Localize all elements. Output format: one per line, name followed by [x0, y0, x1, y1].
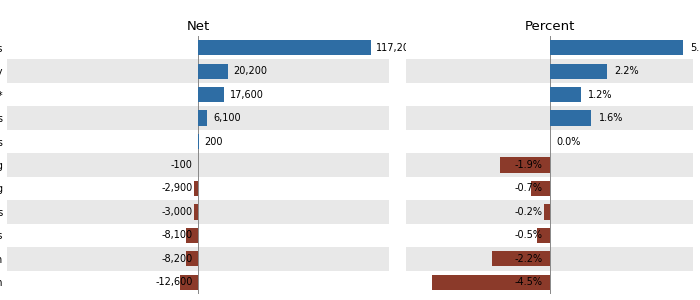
Bar	[406, 247, 693, 271]
Bar	[7, 271, 389, 294]
Bar	[198, 87, 224, 102]
Bar	[492, 251, 550, 266]
Bar	[406, 106, 693, 130]
Text: 117,200: 117,200	[377, 43, 416, 53]
Bar	[194, 181, 198, 196]
Text: -4.5%: -4.5%	[514, 277, 542, 287]
Text: 1.6%: 1.6%	[598, 113, 623, 123]
Bar	[198, 40, 370, 55]
Bar	[406, 271, 693, 294]
Bar	[545, 204, 550, 220]
Bar	[7, 36, 389, 59]
Bar	[406, 59, 693, 83]
Text: -0.7%: -0.7%	[514, 184, 542, 194]
Text: -8,100: -8,100	[162, 230, 193, 240]
Bar	[550, 110, 592, 126]
Bar	[7, 247, 389, 271]
Bar	[406, 130, 693, 153]
Text: 0.0%: 0.0%	[556, 136, 581, 146]
Bar	[406, 177, 693, 200]
Text: 1.2%: 1.2%	[588, 90, 612, 100]
Bar	[186, 228, 198, 243]
Bar	[550, 87, 581, 102]
Bar	[406, 83, 693, 106]
Text: 20,200: 20,200	[234, 66, 267, 76]
Title: Net: Net	[187, 20, 210, 33]
Bar	[550, 40, 682, 55]
Bar	[194, 204, 198, 220]
Bar	[406, 36, 693, 59]
Bar	[186, 251, 198, 266]
Text: -100: -100	[171, 160, 192, 170]
Text: -12,600: -12,600	[155, 277, 193, 287]
Bar	[180, 275, 198, 290]
Bar	[7, 59, 389, 83]
Bar	[406, 224, 693, 247]
Bar	[198, 64, 228, 79]
Bar	[7, 83, 389, 106]
Bar	[536, 228, 550, 243]
Bar	[7, 153, 389, 177]
Text: -0.5%: -0.5%	[514, 230, 542, 240]
Text: 2.2%: 2.2%	[614, 66, 638, 76]
Text: 6,100: 6,100	[213, 113, 241, 123]
Bar	[406, 200, 693, 224]
Text: -3,000: -3,000	[162, 207, 193, 217]
Text: -8,200: -8,200	[161, 254, 192, 264]
Bar	[7, 106, 389, 130]
Bar	[7, 130, 389, 153]
Bar	[432, 275, 550, 290]
Bar	[7, 177, 389, 200]
Text: -2.2%: -2.2%	[514, 254, 542, 264]
Bar	[531, 181, 550, 196]
Text: 200: 200	[204, 136, 223, 146]
Bar	[7, 224, 389, 247]
Text: -2,900: -2,900	[161, 184, 192, 194]
Bar	[406, 153, 693, 177]
Title: Percent: Percent	[524, 20, 575, 33]
Text: 17,600: 17,600	[230, 90, 264, 100]
Text: 5.1%: 5.1%	[690, 43, 700, 53]
Bar	[550, 64, 607, 79]
Bar	[198, 110, 207, 126]
Text: -0.2%: -0.2%	[514, 207, 542, 217]
Bar	[7, 200, 389, 224]
Text: -1.9%: -1.9%	[514, 160, 542, 170]
Bar	[500, 158, 550, 172]
